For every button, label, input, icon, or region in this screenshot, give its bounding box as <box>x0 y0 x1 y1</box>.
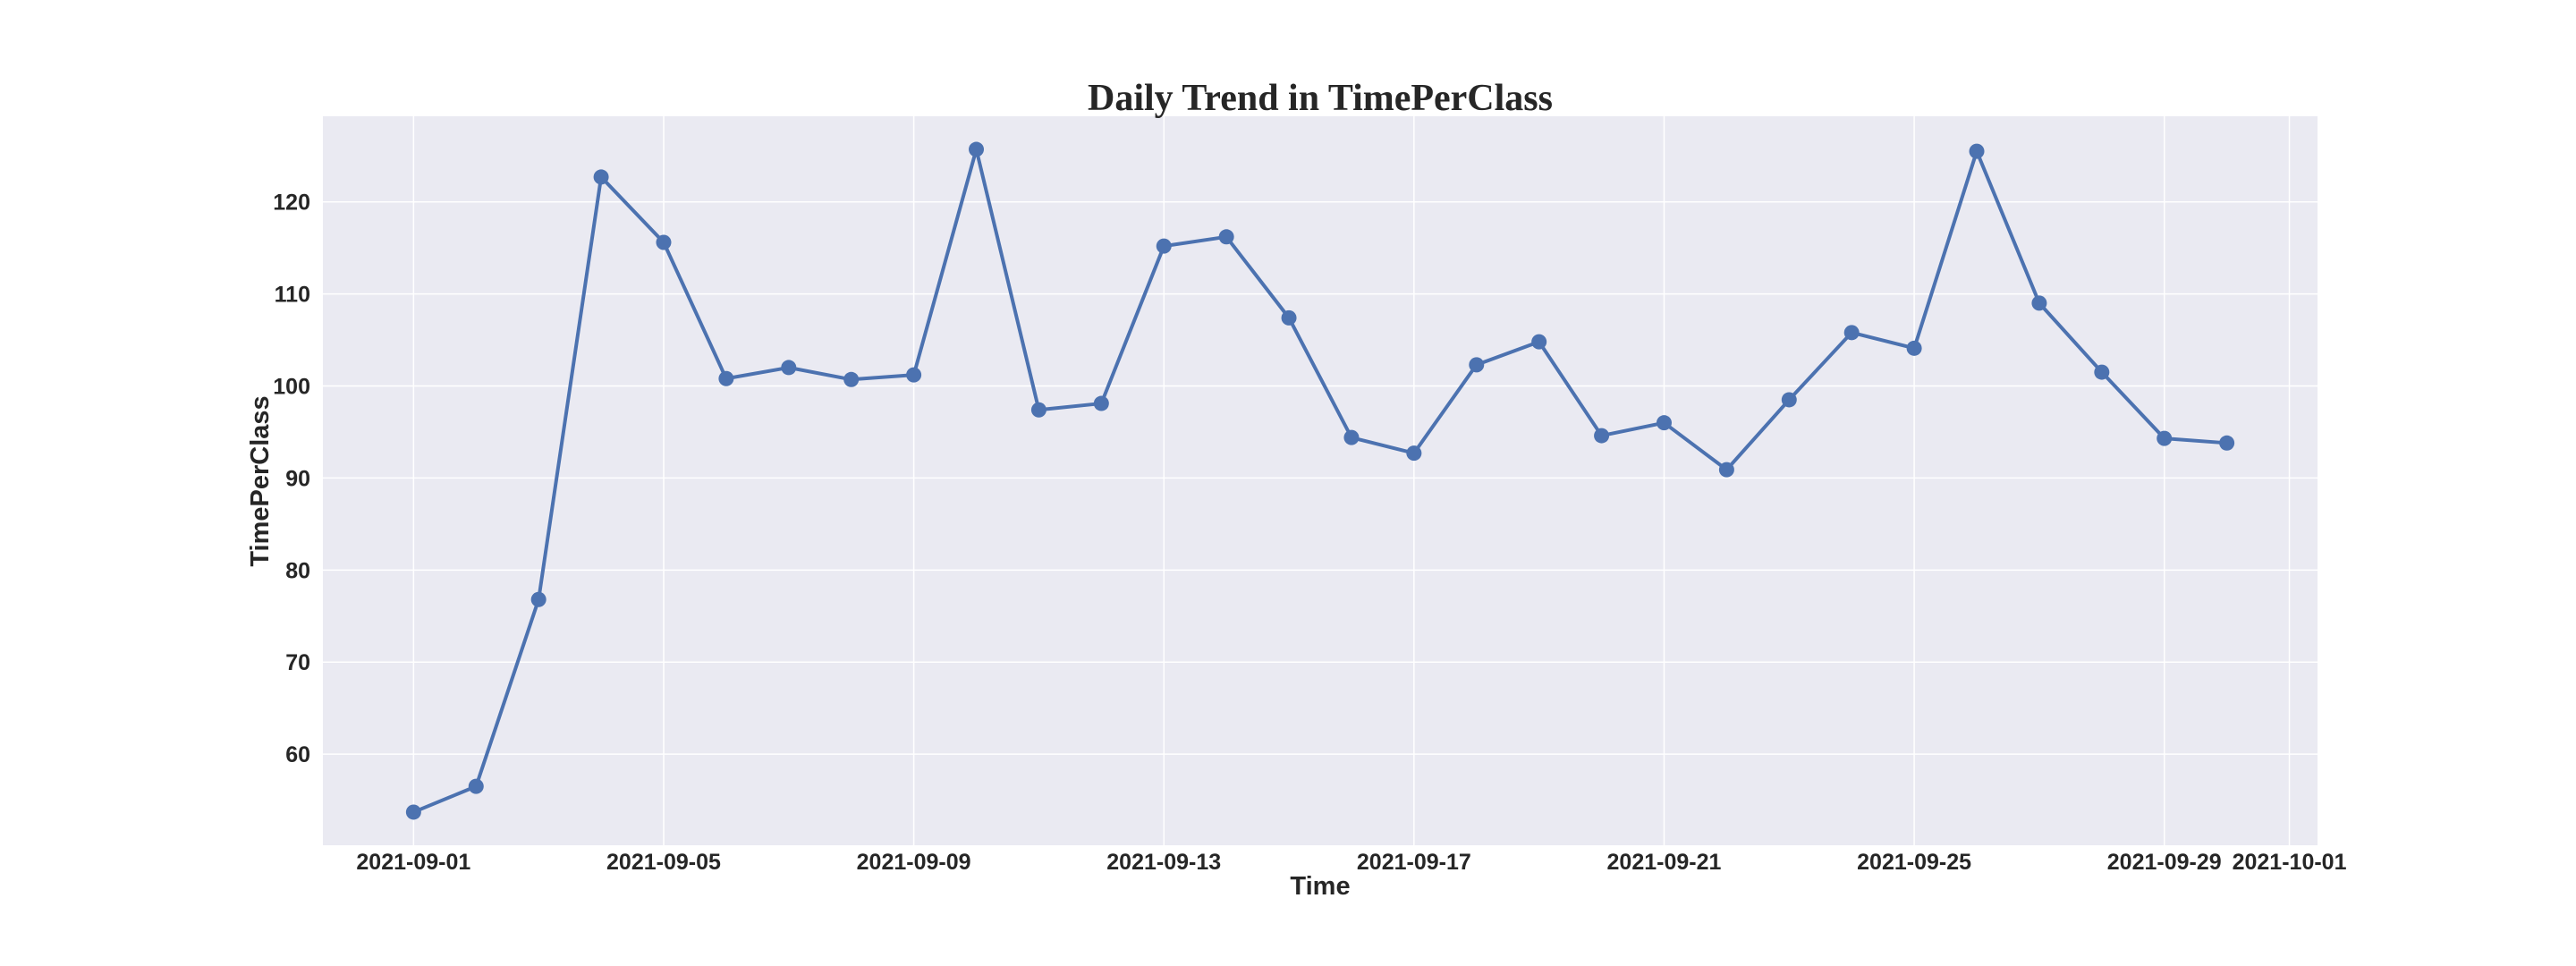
data-point <box>1906 340 1922 356</box>
data-point <box>656 234 672 250</box>
y-tick-label: 110 <box>275 283 310 308</box>
y-tick-label: 80 <box>285 558 310 583</box>
data-point <box>593 169 609 185</box>
data-point <box>2031 295 2047 311</box>
x-tick-label: 2021-10-01 <box>2233 850 2347 875</box>
x-tick-labels: 2021-09-01 2021-09-05 2021-09-09 2021-09-13… <box>356 850 2346 875</box>
data-point <box>906 367 922 383</box>
data-point <box>843 371 860 387</box>
data-point <box>1093 395 1109 411</box>
data-point <box>1781 392 1797 408</box>
y-tick-label: 120 <box>273 191 310 216</box>
data-point <box>1281 309 1297 326</box>
data-point <box>781 360 797 376</box>
x-tick-label: 2021-09-17 <box>1357 850 1471 875</box>
data-point <box>1156 238 1172 254</box>
data-point <box>2157 430 2173 446</box>
chart-title: Daily Trend in TimePerClass <box>1088 78 1553 119</box>
x-tick-label: 2021-09-25 <box>1857 850 1971 875</box>
x-tick-label: 2021-09-21 <box>1607 850 1722 875</box>
y-tick-label: 90 <box>285 466 310 491</box>
x-tick-label: 2021-09-05 <box>606 850 721 875</box>
x-tick-label: 2021-09-09 <box>857 850 971 875</box>
x-tick-label: 2021-09-13 <box>1106 850 1221 875</box>
plot-area <box>323 116 2318 845</box>
y-axis-label: TimePerClass <box>246 395 275 566</box>
y-tick-labels: 60 70 80 90 100 110 120 <box>273 191 310 767</box>
y-tick-label: 70 <box>285 650 310 675</box>
x-tick-label: 2021-09-01 <box>356 850 470 875</box>
x-tick-label: 2021-09-29 <box>2107 850 2222 875</box>
data-point <box>1531 334 1547 350</box>
data-point <box>1656 415 1672 431</box>
series-line <box>412 148 2227 814</box>
data-point <box>1469 357 1485 373</box>
series-line-layer <box>412 148 2227 814</box>
data-point <box>2219 435 2235 451</box>
data-point <box>1843 325 1860 341</box>
data-point <box>1218 229 1234 245</box>
data-point <box>468 778 484 794</box>
data-point <box>969 141 985 157</box>
data-point <box>1969 143 1985 159</box>
data-point <box>2094 364 2110 380</box>
x-axis-label: Time <box>1290 872 1350 901</box>
data-point <box>1343 429 1360 445</box>
data-point <box>1594 428 1610 444</box>
y-tick-label: 60 <box>285 742 310 767</box>
series-markers <box>405 141 2235 820</box>
y-tick-label: 100 <box>273 375 310 400</box>
data-point <box>1406 445 1422 462</box>
grid-lines <box>323 116 2318 845</box>
data-point <box>1718 462 1734 478</box>
data-point <box>530 591 547 607</box>
data-point <box>718 370 734 386</box>
data-point <box>1030 402 1046 418</box>
data-point <box>405 804 421 820</box>
